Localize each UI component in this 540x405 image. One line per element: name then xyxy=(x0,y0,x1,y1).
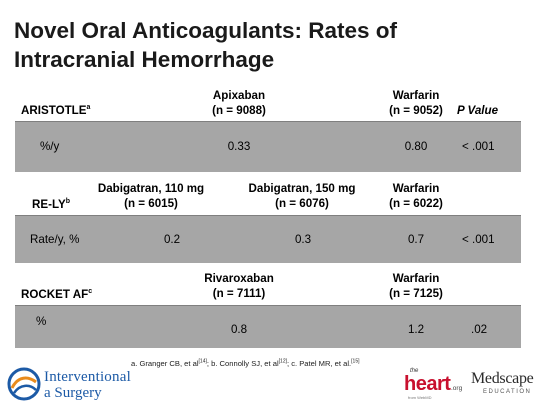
rocket-warfarin-header: Warfarin (n = 7125) xyxy=(356,271,476,301)
rocket-rivaroxaban-name: Rivaroxaban xyxy=(204,272,274,285)
medscape-education-logo: Medscape EDUCATION xyxy=(471,370,539,402)
references-footnote: a. Granger CB, et al[14]; b. Connolly SJ… xyxy=(131,359,401,369)
interventional-surgery-logo: Interventional a Surgery xyxy=(6,366,134,402)
rely-trial-name: RE-LY xyxy=(32,198,66,211)
rely-warfarin-name: Warfarin xyxy=(392,182,440,195)
footnote-b-text: ; b. Connolly SJ, et al xyxy=(206,359,279,368)
rely-dabigatran150-n: (n = 6076) xyxy=(275,197,329,210)
aristotle-header-divider xyxy=(15,121,521,122)
aristotle-pvalue-header: P Value xyxy=(457,104,499,117)
medscape-logo-education: EDUCATION xyxy=(483,389,532,395)
rely-row-label: Rate/y, % xyxy=(30,233,80,246)
medscape-logo-word: Medscape xyxy=(471,370,534,387)
aristotle-apixaban-header: Apixaban (n = 9088) xyxy=(179,88,299,118)
theheart-logo-word: heart xyxy=(404,373,451,395)
aristotle-apixaban-name: Apixaban xyxy=(212,89,266,102)
aristotle-apixaban-n: (n = 9088) xyxy=(212,104,266,117)
aristotle-data-row: %/y 0.33 0.80 < .001 xyxy=(15,122,521,172)
interventional-logo-icon xyxy=(7,367,41,401)
rely-dabigatran110-name: Dabigatran, 110 mg xyxy=(97,182,205,195)
rely-trial-label: RE-LYb xyxy=(32,197,70,212)
theheart-logo-the: the xyxy=(410,368,419,374)
footnote-b-ref: [12] xyxy=(278,358,287,365)
rocket-warfarin-value: 1.2 xyxy=(407,323,425,336)
rely-dabigatran110-header: Dabigatran, 110 mg (n = 6015) xyxy=(80,181,222,211)
rocket-warfarin-n: (n = 7125) xyxy=(389,287,443,300)
rely-dabigatran110-value: 0.2 xyxy=(163,233,181,246)
interventional-logo-line-1: Interventional xyxy=(44,369,131,385)
rocket-header-divider xyxy=(15,305,521,306)
rocket-warfarin-name: Warfarin xyxy=(392,272,440,285)
footnote-c-ref: [15] xyxy=(351,358,360,365)
theheart-logo-sub: from WebMD xyxy=(408,395,432,400)
aristotle-warfarin-n: (n = 9052) xyxy=(389,104,443,117)
aristotle-p-value: < .001 xyxy=(462,140,495,153)
rely-dabigatran110-n: (n = 6015) xyxy=(124,197,178,210)
theheart-logo-org: .org xyxy=(451,385,463,392)
footnote-a-text: a. Granger CB, et al xyxy=(131,359,199,368)
aristotle-warfarin-name: Warfarin xyxy=(392,89,440,102)
rocket-rivaroxaban-n: (n = 7111) xyxy=(212,287,266,300)
aristotle-row-label: %/y xyxy=(40,140,60,153)
rely-p-value: < .001 xyxy=(462,233,495,246)
rely-warfarin-header: Warfarin (n = 6022) xyxy=(356,181,476,211)
rocket-rivaroxaban-value: 0.8 xyxy=(230,323,248,336)
rocket-row-label: % xyxy=(36,315,47,328)
footnote-c-text: ; c. Patel MR, et al. xyxy=(287,359,352,368)
rocket-trial-label: ROCKET AFc xyxy=(21,287,92,302)
rocket-trial-sup: c xyxy=(88,288,93,296)
slide-title-line-2: Intracranial Hemorrhage xyxy=(14,47,275,72)
footnote-a-ref: [14] xyxy=(198,358,207,365)
aristotle-trial-label: ARISTOTLEa xyxy=(21,103,90,118)
rely-trial-sup: b xyxy=(65,198,70,206)
slide-title-line-1: Novel Oral Anticoagulants: Rates of xyxy=(14,18,397,43)
rocket-rivaroxaban-header: Rivaroxaban (n = 7111) xyxy=(179,271,299,301)
rely-data-row: Rate/y, % 0.2 0.3 0.7 < .001 xyxy=(15,216,521,263)
rocket-data-row: % 0.8 1.2 .02 xyxy=(15,306,521,348)
rocket-p-value: .02 xyxy=(471,323,488,336)
aristotle-warfarin-value: 0.80 xyxy=(404,140,428,153)
aristotle-apixaban-value: 0.33 xyxy=(227,140,251,153)
interventional-logo-line-2: a Surgery xyxy=(44,385,102,401)
rely-dabigatran150-value: 0.3 xyxy=(294,233,312,246)
rely-warfarin-n: (n = 6022) xyxy=(389,197,443,210)
aristotle-trial-sup: a xyxy=(86,104,91,112)
rely-dabigatran150-header: Dabigatran, 150 mg (n = 6076) xyxy=(231,181,373,211)
aristotle-warfarin-header: Warfarin (n = 9052) xyxy=(356,88,476,118)
aristotle-trial-name: ARISTOTLE xyxy=(21,104,87,117)
theheart-org-logo: the heart .org from WebMD xyxy=(404,368,464,402)
slide-title: Novel Oral Anticoagulants: Rates of Intr… xyxy=(14,16,534,74)
rocket-trial-name: ROCKET AF xyxy=(21,288,89,301)
rely-warfarin-value: 0.7 xyxy=(407,233,425,246)
rely-dabigatran150-name: Dabigatran, 150 mg xyxy=(248,182,356,195)
rely-header-divider xyxy=(15,215,521,216)
